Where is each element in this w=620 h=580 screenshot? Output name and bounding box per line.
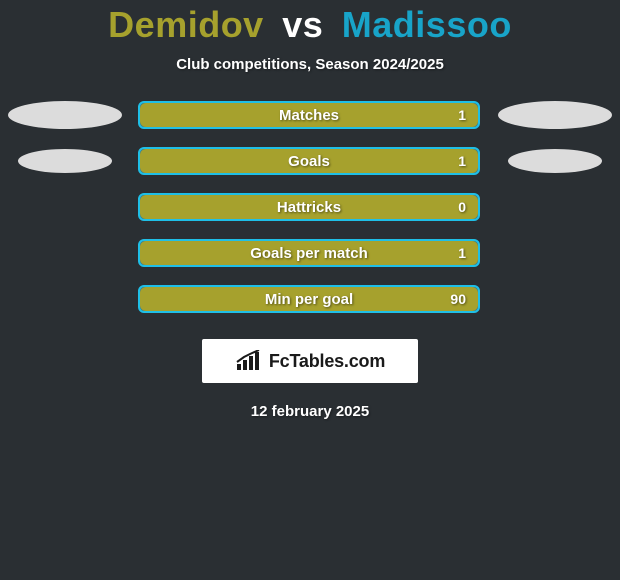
stat-bar-content: Goals 1	[140, 149, 478, 173]
brand-box: FcTables.com	[202, 339, 418, 383]
stat-bar-content: Goals per match 1	[140, 241, 478, 265]
vs-label: vs	[274, 4, 331, 45]
stat-right-value: 1	[458, 107, 466, 123]
stat-row: Matches 1	[0, 101, 620, 129]
stat-right-value: 0	[458, 199, 466, 215]
stat-bar: Goals 1	[138, 147, 480, 175]
stat-row: Goals per match 1	[0, 239, 620, 267]
stat-right-value: 90	[450, 291, 466, 307]
stat-bar: Matches 1	[138, 101, 480, 129]
stat-label: Min per goal	[265, 291, 353, 308]
brand-text: FcTables.com	[269, 351, 385, 372]
stat-bar-content: Matches 1	[140, 103, 478, 127]
comparison-panel: Demidov vs Madissoo Club competitions, S…	[0, 0, 620, 420]
left-ellipse	[18, 149, 112, 173]
stat-right-value: 1	[458, 245, 466, 261]
stat-label: Matches	[279, 107, 339, 124]
player1-name: Demidov	[108, 4, 264, 45]
page-title: Demidov vs Madissoo	[108, 4, 512, 46]
stat-row: Goals 1	[0, 147, 620, 175]
left-ellipse	[8, 101, 122, 129]
right-ellipse	[498, 101, 612, 129]
stat-bar-content: Min per goal 90	[140, 287, 478, 311]
stat-bar: Hattricks 0	[138, 193, 480, 221]
stat-right-value: 1	[458, 153, 466, 169]
stat-label: Goals	[288, 153, 330, 170]
stat-row: Min per goal 90	[0, 285, 620, 313]
stat-rows: Matches 1 Goals 1 Hattricks 0 Goals per match 1…	[0, 101, 620, 313]
brand-chart-icon	[235, 350, 261, 372]
stat-row: Hattricks 0	[0, 193, 620, 221]
stat-label: Goals per match	[250, 245, 368, 262]
stat-bar-content: Hattricks 0	[140, 195, 478, 219]
stat-bar: Min per goal 90	[138, 285, 480, 313]
player2-name: Madissoo	[342, 4, 512, 45]
right-ellipse	[508, 149, 602, 173]
subtitle: Club competitions, Season 2024/2025	[176, 56, 444, 73]
stat-bar: Goals per match 1	[138, 239, 480, 267]
footer-date: 12 february 2025	[251, 403, 369, 420]
stat-label: Hattricks	[277, 199, 341, 216]
